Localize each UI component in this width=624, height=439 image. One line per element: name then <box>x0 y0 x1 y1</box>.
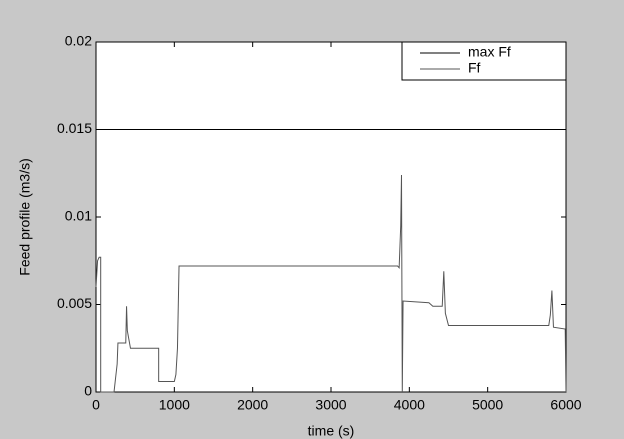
x-tick-label: 2000 <box>237 397 268 413</box>
series-line <box>95 174 567 393</box>
x-tick-label: 5000 <box>472 397 503 413</box>
legend-box <box>401 41 567 81</box>
plot-area <box>95 41 567 393</box>
x-axis-label: time (s) <box>308 423 355 439</box>
legend-label: Ff <box>468 60 481 76</box>
x-tick-label: 3000 <box>315 397 346 413</box>
y-axis-label: Feed profile (m3/s) <box>17 158 33 275</box>
y-tick-label: 0.02 <box>65 33 92 49</box>
y-tick-label: 0.015 <box>57 120 92 136</box>
x-tick-label: 6000 <box>550 397 581 413</box>
y-tick-label: 0 <box>84 383 92 399</box>
legend-label: max Ff <box>468 44 511 60</box>
y-tick-label: 0.01 <box>65 208 92 224</box>
x-tick-label: 1000 <box>159 397 190 413</box>
x-tick-label: 0 <box>92 397 100 413</box>
y-tick-label: 0.005 <box>57 295 92 311</box>
x-tick-label: 4000 <box>394 397 425 413</box>
